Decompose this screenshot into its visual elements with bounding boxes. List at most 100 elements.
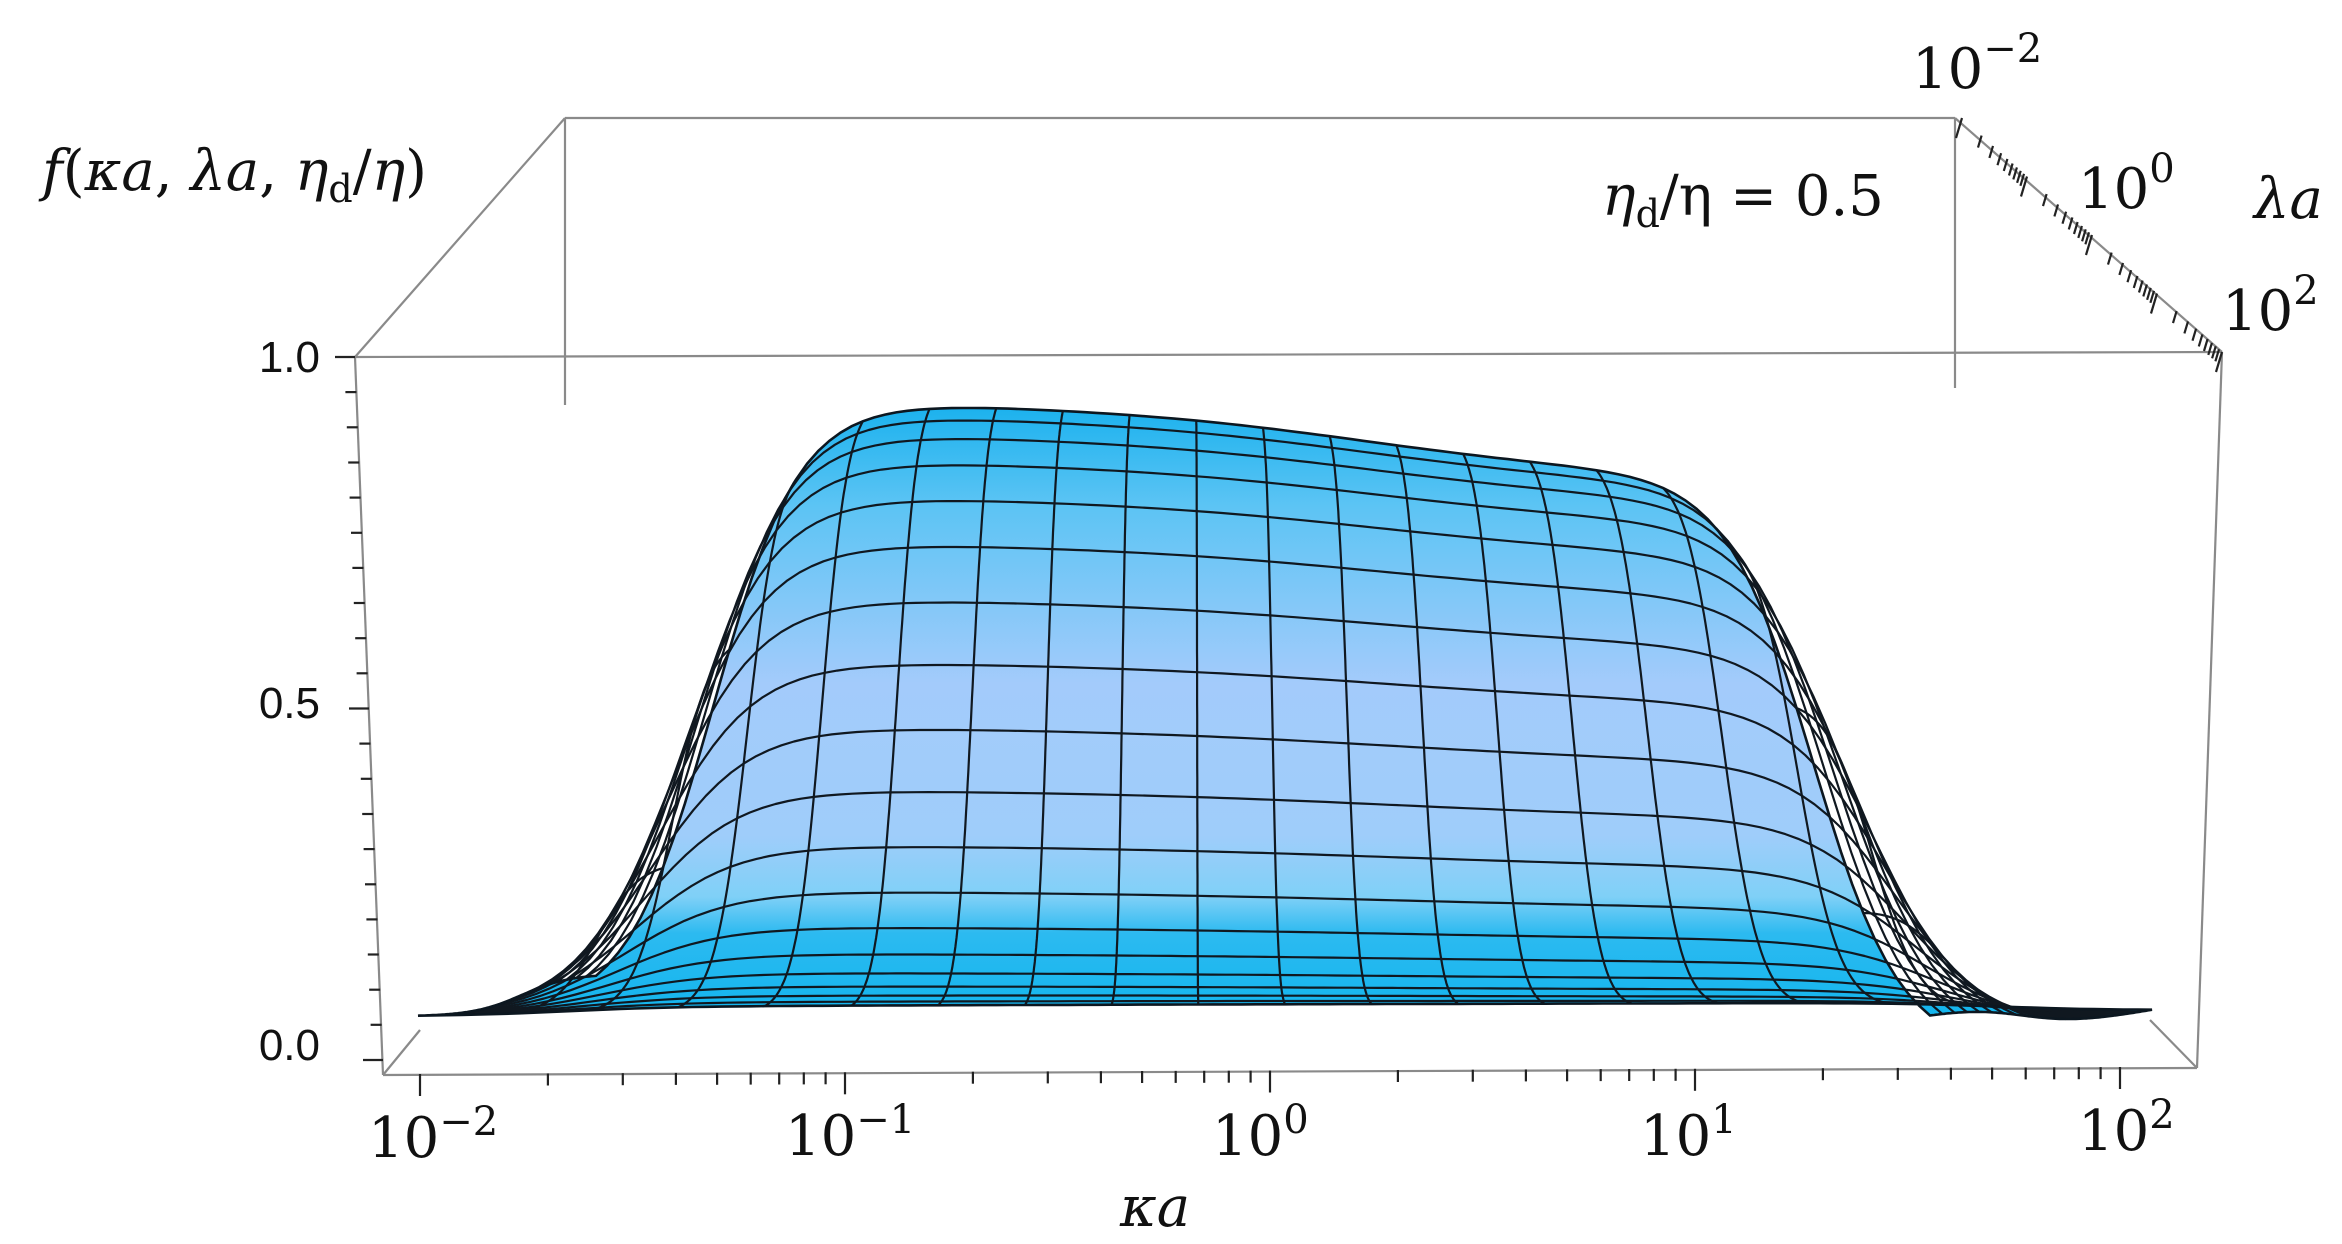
y-tick-base: 10 — [2222, 279, 2293, 344]
mesh-line-ka — [1110, 414, 1131, 1006]
y-axis-label: λa — [2252, 167, 2323, 232]
mesh-line-ka — [1024, 410, 1064, 1006]
y-axis-ticks — [1954, 117, 2224, 373]
plot-box-back — [354, 116, 2223, 405]
z-tick-label: 0.0 — [259, 1021, 320, 1070]
x-tick-exp: 1 — [1711, 1097, 1736, 1143]
y-tick-mark — [2106, 252, 2113, 265]
y-tick-mark — [2137, 280, 2144, 293]
surface-fill — [418, 408, 2152, 1019]
y-tick-mark — [2072, 221, 2079, 235]
x-tick-exp: 2 — [2149, 1092, 2174, 1138]
y-tick-mark — [2084, 231, 2091, 245]
z-label-comma2: , — [259, 139, 295, 204]
mesh-line-ka — [1662, 487, 1806, 1005]
y-tick-mark — [2061, 211, 2068, 225]
x-tick-base: 10 — [368, 1106, 439, 1171]
y-tick-exp: −2 — [1983, 26, 2042, 72]
z-label-open: ( — [63, 139, 85, 204]
annotation-rest: /η = 0.5 — [1660, 164, 1884, 229]
y-tick-mark — [2077, 225, 2083, 239]
y-tick-mark — [2126, 269, 2133, 283]
y-tick-mark — [2214, 348, 2221, 362]
x-tick-base: 10 — [785, 1104, 856, 1169]
x-tick-label: 101 — [1640, 1097, 1737, 1169]
z-label-close: ) — [405, 139, 427, 204]
annotation-sub-d: d — [1636, 192, 1660, 236]
y-tick-mark — [2202, 338, 2209, 352]
z-tick-label: 1.0 — [259, 333, 320, 382]
y-tick-mark — [2183, 321, 2190, 334]
y-tick-mark — [2149, 293, 2159, 314]
surface-outline — [417, 406, 2153, 1021]
z-axis-tick-labels: 0.0 0.5 1.0 — [259, 333, 320, 1070]
y-tick-exp: 2 — [2293, 268, 2318, 314]
y-tick-mark — [2081, 228, 2087, 242]
y-tick-mark — [2142, 284, 2148, 297]
y-tick-mark — [2084, 234, 2094, 256]
y-tick-mark — [1996, 152, 2003, 166]
mesh-line-ka — [764, 420, 864, 1008]
mesh-line-ka — [1395, 444, 1460, 1005]
y-tick-mark — [1988, 145, 1995, 159]
y-tick-mark — [2041, 193, 2048, 207]
surface-mesh — [427, 408, 2140, 1021]
mesh-line-ka — [1195, 420, 1200, 1006]
x-tick-exp: −2 — [439, 1099, 498, 1145]
y-tick-mark — [2197, 334, 2204, 347]
x-axis-label: κa — [1119, 1175, 1190, 1240]
mesh-line-ka — [1796, 707, 1979, 1007]
y-tick-mark — [2146, 287, 2152, 301]
mesh-line-ka — [1595, 469, 1719, 1005]
z-label-eta: η — [372, 139, 406, 204]
viscosity-ratio-annotation: ηd/η = 0.5 — [1602, 164, 1884, 236]
y-tick-mark — [2149, 290, 2156, 304]
annotation-eta-d: η — [1602, 164, 1636, 229]
y-tick-mark — [2016, 170, 2022, 184]
y-tick-mark — [1954, 117, 1964, 139]
y-tick-mark — [2067, 217, 2074, 230]
mesh-line-ka — [1328, 435, 1373, 1005]
y-tick-mark — [2019, 176, 2029, 197]
x-tick-label: 102 — [2078, 1092, 2175, 1164]
y-tick-mark — [2019, 173, 2026, 187]
x-tick-base: 10 — [1640, 1104, 1711, 1169]
y-tick-mark — [2171, 310, 2178, 324]
x-axis-tick-labels: 10−2 10−1 100 101 102 — [368, 1092, 2175, 1171]
surface — [417, 406, 2153, 1021]
y-tick-exp: 0 — [2149, 146, 2174, 192]
z-axis-ticks — [335, 355, 383, 1062]
y-tick-mark — [2191, 328, 2198, 342]
y-tick-base: 10 — [2078, 157, 2149, 222]
mesh-line-ka — [504, 867, 663, 1015]
y-tick-mark — [1976, 135, 1983, 148]
y-tick-label: 100 — [2078, 146, 2175, 222]
z-axis-label: f(κa, λa, ηd/η) — [38, 139, 427, 211]
y-tick-mark — [2214, 351, 2224, 373]
y-tick-mark — [2002, 158, 2009, 172]
z-label-slash: / — [353, 139, 372, 204]
z-label-comma1: , — [155, 139, 191, 204]
x-tick-label: 10−1 — [785, 1097, 915, 1169]
y-tick-mark — [2007, 163, 2014, 176]
y-tick-mark — [2012, 167, 2018, 180]
y-tick-mark — [2132, 275, 2139, 289]
y-tick-mark — [2207, 342, 2213, 356]
z-label-sub-d: d — [328, 167, 352, 211]
mesh-line-ka — [591, 648, 731, 1012]
mesh-line-ka — [1863, 911, 2066, 1012]
x-tick-label: 10−2 — [368, 1099, 498, 1171]
x-tick-exp: 0 — [1283, 1097, 1308, 1143]
x-axis-ticks — [418, 1067, 2122, 1096]
mesh-line-ka — [850, 408, 931, 1007]
y-tick-base: 10 — [1912, 37, 1983, 102]
x-tick-base: 10 — [1212, 1104, 1283, 1169]
mesh-line-ka — [1261, 427, 1287, 1005]
mesh-line-ka — [677, 478, 798, 1009]
z-tick-label: 0.5 — [259, 679, 320, 728]
mesh-line-ka — [1462, 453, 1546, 1005]
x-tick-exp: −1 — [856, 1097, 915, 1143]
y-tick-mark — [2053, 204, 2060, 217]
y-axis-tick-labels: 10−2 100 102 — [1912, 26, 2319, 344]
mesh-line-ka — [937, 408, 998, 1007]
